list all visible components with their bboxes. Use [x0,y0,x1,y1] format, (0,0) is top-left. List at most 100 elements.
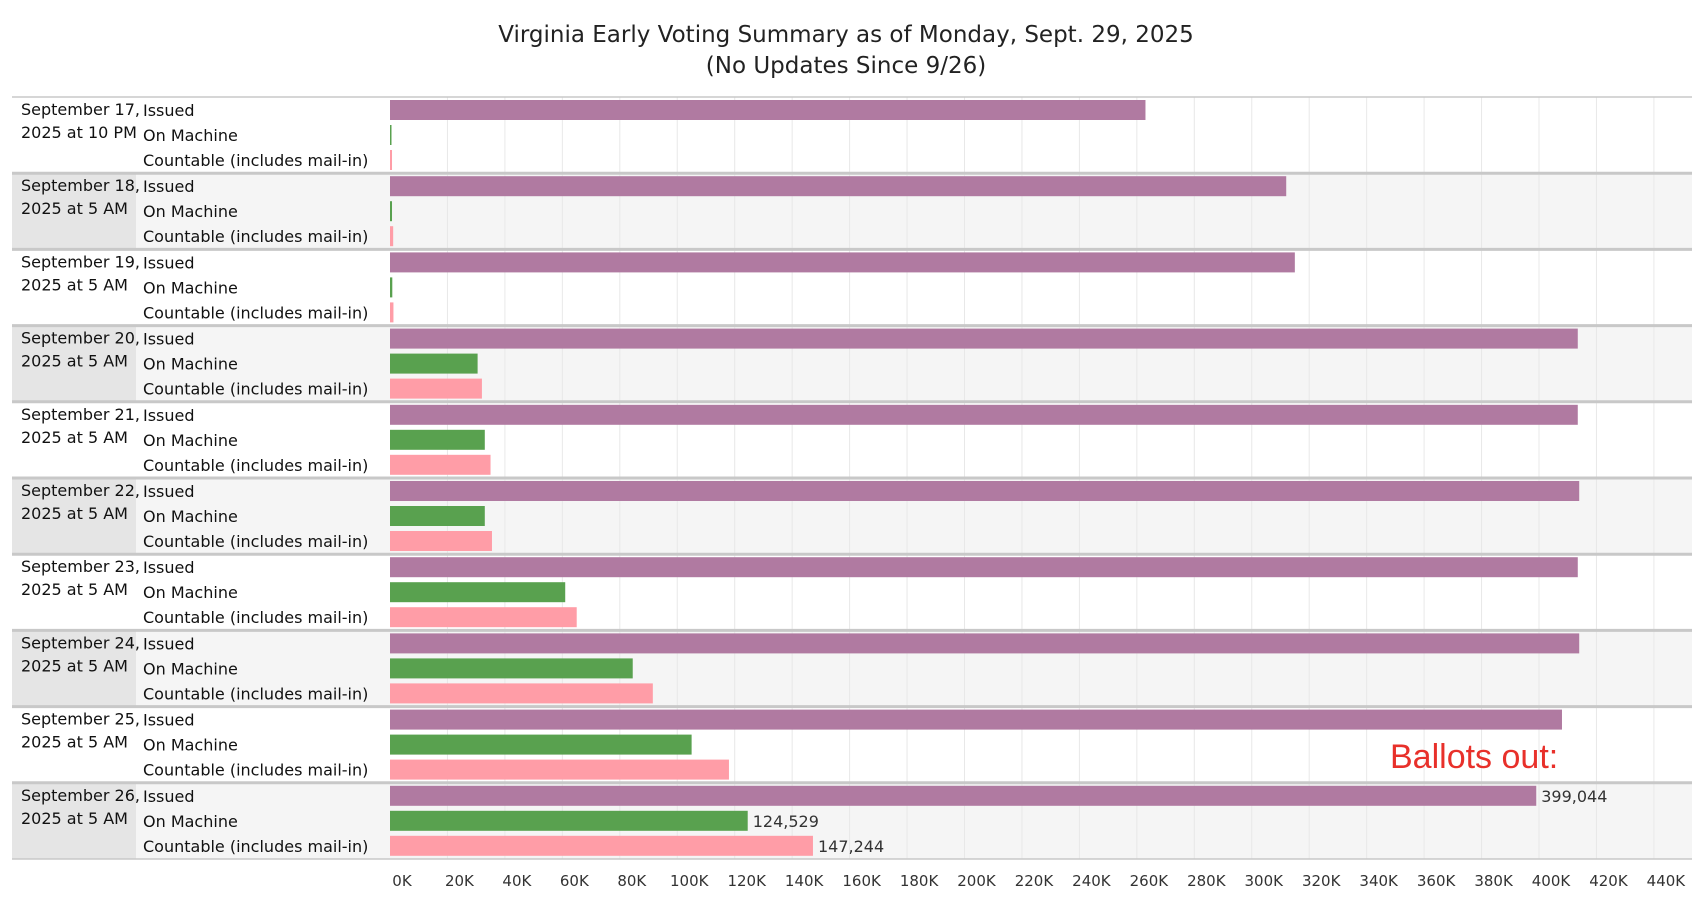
bar-countable [390,226,394,247]
bar-on-machine [390,810,748,831]
x-tick-label: 20K [445,872,475,890]
group-label-line2: 2025 at 5 AM [21,656,128,675]
bar-issued [390,481,1580,501]
data-label: 124,529 [753,812,819,831]
x-tick-label: 420K [1589,872,1629,890]
row-label: On Machine [143,659,238,678]
x-tick-label: 180K [900,872,940,890]
row-label: Issued [143,253,195,272]
bar-countable [390,607,577,628]
bar-countable [390,835,813,856]
x-tick-label: 200K [957,872,997,890]
row-label-shade [136,325,390,402]
bar-issued [390,328,1578,349]
group-label-line1: September 25, [21,710,140,729]
row-label: Issued [143,558,195,577]
chart-title-block: Virginia Early Voting Summary as of Mond… [0,20,1692,82]
row-label: On Machine [143,507,238,526]
bar-on-machine [390,582,566,603]
row-label-shade [136,782,390,859]
row-label: Countable (includes mail-in) [143,608,368,627]
group-label-line1: September 24, [21,633,140,652]
row-label: Countable (includes mail-in) [143,227,368,246]
x-tick-label: 400K [1532,872,1572,890]
row-label: Issued [143,482,195,501]
row-label-shade [136,173,390,250]
row-label: Countable (includes mail-in) [143,303,368,322]
group-label-line2: 2025 at 5 AM [21,504,128,523]
x-tick-label: 0K [392,872,413,890]
x-tick-label: 300K [1245,872,1285,890]
bar-countable [390,378,482,399]
x-tick-label: 100K [670,872,710,890]
row-label: Issued [143,711,195,730]
x-tick-label: 360K [1417,872,1457,890]
row-label: Issued [143,101,195,120]
group-label-line1: September 18, [21,176,140,195]
row-label: On Machine [143,126,238,145]
x-tick-label: 80K [617,872,647,890]
row-label: Countable (includes mail-in) [143,761,368,780]
row-label: On Machine [143,812,238,831]
group-label-line1: September 17, [21,100,140,119]
x-tick-label: 320K [1302,872,1342,890]
bar-on-machine [390,353,478,374]
row-label: On Machine [143,202,238,221]
x-tick-label: 60K [560,872,590,890]
bar-on-machine [390,201,393,222]
bar-issued [390,557,1578,578]
bar-countable [390,683,653,704]
group-label-line2: 2025 at 5 AM [21,580,128,599]
group-label-shade [12,478,136,555]
row-label: Countable (includes mail-in) [143,684,368,703]
group-label-line1: September 26, [21,786,140,805]
group-label-shade [12,325,136,402]
annotation-text: Ballots out: [1390,738,1558,776]
group-label-line2: 2025 at 5 AM [21,275,128,294]
bar-issued [390,176,1287,197]
group-label-line1: September 22, [21,481,140,500]
row-label: On Machine [143,431,238,450]
x-tick-label: 280K [1187,872,1227,890]
row-label-shade [136,630,390,707]
group-label-line2: 2025 at 5 AM [21,352,128,371]
row-label-shade [136,478,390,555]
group-label-shade [12,782,136,859]
bar-issued [390,100,1146,120]
group-label-shade [12,630,136,707]
chart-subtitle: (No Updates Since 9/26) [705,53,987,79]
row-label: Issued [143,787,195,806]
bar-issued [390,404,1578,425]
x-tick-label: 240K [1072,872,1112,890]
data-label: 147,244 [818,837,884,856]
group-label-line1: September 23, [21,557,140,576]
group-label-shade [12,173,136,250]
row-label: Issued [143,634,195,653]
row-label: Issued [143,177,195,196]
bar-on-machine [390,125,392,145]
bar-on-machine [390,429,485,450]
row-label: Issued [143,406,195,425]
row-label: Countable (includes mail-in) [143,456,368,475]
group-label-line2: 2025 at 10 PM [21,123,137,142]
group-label-line1: September 19, [21,252,140,271]
group-label-line2: 2025 at 5 AM [21,733,128,752]
group-label-line2: 2025 at 5 AM [21,428,128,447]
bar-on-machine [390,277,393,298]
chart-title: Virginia Early Voting Summary as of Mond… [498,22,1194,48]
row-label: On Machine [143,583,238,602]
bar-countable [390,150,393,170]
row-label: Countable (includes mail-in) [143,380,368,399]
row-label: On Machine [143,355,238,374]
bar-countable [390,454,491,475]
x-tick-label: 340K [1359,872,1399,890]
bar-countable [390,531,492,551]
row-label: Issued [143,330,195,349]
x-tick-label: 120K [727,872,767,890]
group-label-line1: September 21, [21,405,140,424]
group-label-line2: 2025 at 5 AM [21,199,128,218]
row-label: Countable (includes mail-in) [143,151,368,170]
bar-on-machine [390,658,633,679]
x-tick-label: 220K [1015,872,1055,890]
